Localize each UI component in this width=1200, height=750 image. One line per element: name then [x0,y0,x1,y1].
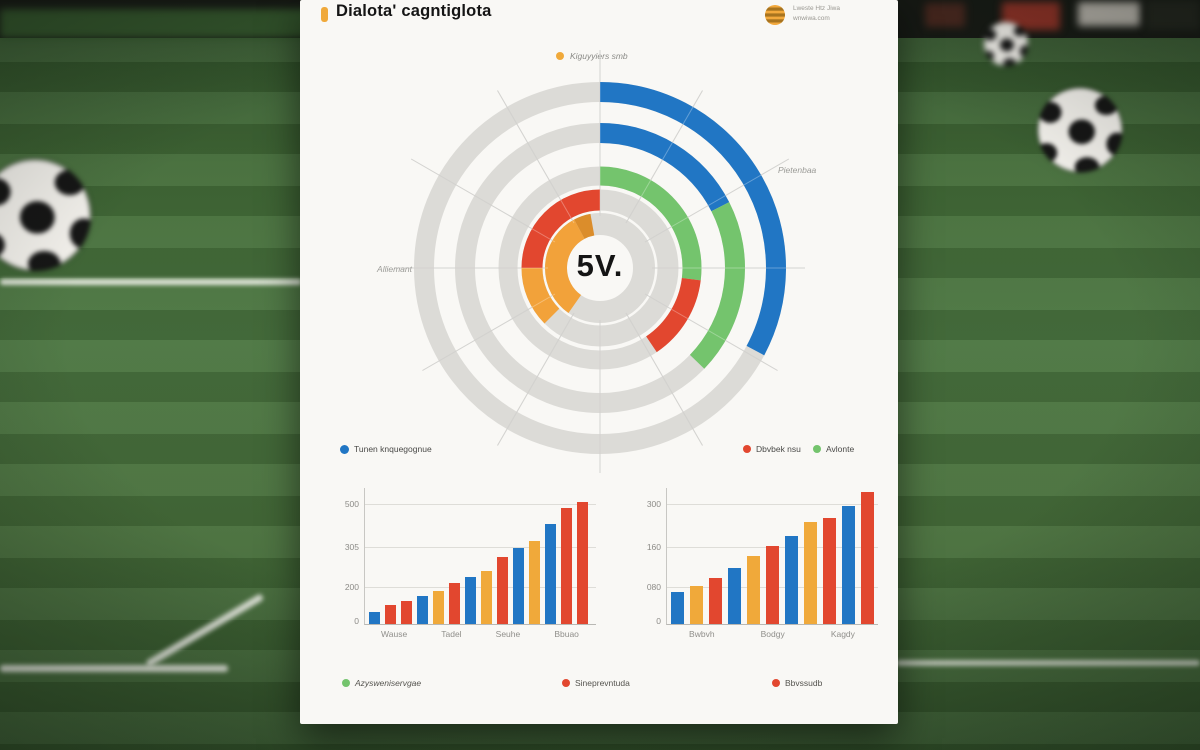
bar [671,592,684,624]
soccer-ball-right [1036,86,1124,174]
footer-dot-red [562,679,570,687]
gridline [365,547,596,548]
y-tick: 080 [646,582,661,592]
x-label: Wause [381,629,408,639]
legend-item-red: Dbvbek nsu [743,444,801,454]
bars-group [369,502,588,624]
badge-text: Lweste Htz Jiwa wnwiwa.com [793,4,840,25]
bar [513,548,524,624]
footer-legend-red2: Bbvssudb [772,678,822,688]
bar [369,612,380,624]
field-line-bottom-left [0,665,228,672]
bar [385,605,396,624]
legend-dot-blue [340,444,349,454]
bar [861,492,874,624]
bar [465,577,476,624]
x-label: Bbuao [554,629,579,639]
bar [497,557,508,624]
y-tick: 300 [646,499,661,509]
soccer-ball-small [983,21,1029,67]
radial-rings-chart [395,50,805,473]
bar [529,541,540,624]
footer-dot-green [342,679,350,687]
gridline [667,504,878,505]
footer-legend-red1: Sineprevntuda [562,678,630,688]
radial-center-value: 5V. [576,248,624,283]
title-bullet-icon [321,7,328,22]
x-label: Kagdy [830,629,855,639]
x-label: Seuhe [495,629,521,639]
legend-label: Tunen knquegognue [354,444,432,454]
plot-area-right-chart [666,488,878,625]
legend-label: Dbvbek nsu [756,444,801,454]
plot-area-left-chart [364,488,596,625]
bar [577,502,588,624]
bar [561,508,572,624]
footer-legend-label: Azysweniservgae [355,678,422,688]
badge-line1: Lweste Htz Jiwa [793,5,840,12]
bar [417,596,428,624]
x-label: Bwbvh [689,629,715,639]
footer-legend-green: Azysweniservgae [342,678,421,688]
radial-left-label: Alliemant [377,264,412,274]
y-axis-left-chart: 500 305 200 0 [336,488,362,626]
bars-group [671,492,874,624]
bar [401,601,412,624]
orange-dot-icon [556,52,564,60]
badge-line2: wnwiwa.com [793,15,830,23]
footer-legend-label: Sineprevntuda [575,678,630,688]
x-axis-left-chart: Wause Tadel Seuhe Bbuao [364,629,596,639]
soccer-ball-left [0,157,93,273]
radial-label-text: Kiguyyiers smb [570,51,628,61]
y-tick: 0 [656,616,661,626]
footer-dot-red [772,679,780,687]
field-line-left [0,279,302,285]
bar [545,524,556,624]
y-tick: 500 [344,499,359,509]
y-tick: 200 [344,582,359,592]
field-line-bottom-right [896,660,1200,666]
radial-right-label: Pietenbaa [778,165,817,175]
ad-board-light [1078,2,1140,26]
ad-board-red-faint [925,3,965,27]
brand-badge: Lweste Htz Jiwa wnwiwa.com [764,4,840,26]
page-title: Dialota' cagntiglota [336,2,492,20]
bar [433,591,444,624]
legend-item-green: Avlonte [813,444,854,454]
gridline [365,504,596,505]
y-tick: 0 [354,616,359,626]
ad-board-dark [1146,0,1200,30]
bar [449,583,460,624]
legend-dot-green [813,445,821,453]
infographic-card: Dialota' cagntiglota Lweste Htz Jiwa wnw… [300,0,898,724]
x-axis-right-chart: Bwbvh Bodgy Kagdy [666,629,878,639]
bar [709,578,722,624]
x-label: Bodgy [760,629,785,639]
bar [785,536,798,624]
y-axis-right-chart: 300 160 080 0 [638,488,664,626]
bar [747,556,760,624]
radial-chart-label: Kiguyyiers smb [556,51,628,61]
legend-dot-red [743,445,751,453]
bar [766,546,779,624]
legend-label: Avlonte [826,444,855,454]
bar [690,586,703,624]
striped-ball-icon [765,5,785,25]
footer-legend-label: Bbvssudb [785,678,823,688]
legend-item-blue: Tunen knquegognue [340,444,432,454]
gridline [365,587,596,588]
bar [804,522,817,624]
bar [481,571,492,624]
x-label: Tadel [441,629,462,639]
bar [842,506,855,624]
bar [823,518,836,624]
y-tick: 160 [646,542,661,552]
bar [728,568,741,624]
y-tick: 305 [344,542,359,552]
